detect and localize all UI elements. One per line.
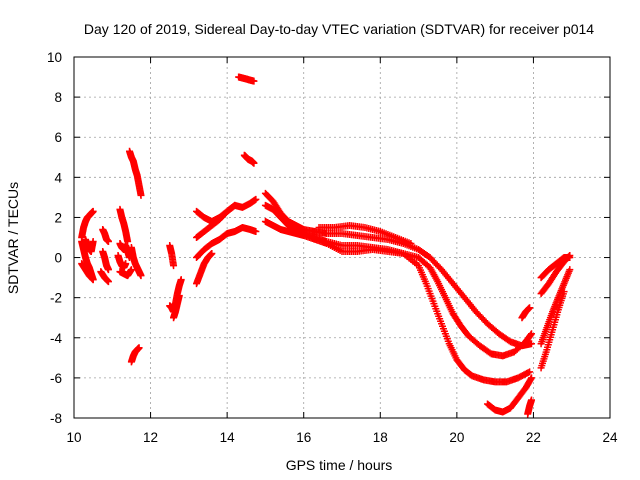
point-marker — [137, 191, 145, 199]
series-arc-e3 — [170, 292, 183, 322]
x-tick-label: 24 — [602, 430, 618, 445]
point-marker — [208, 250, 216, 258]
series-arc-b2 — [99, 248, 112, 274]
series-arc-g2 — [240, 151, 258, 167]
x-tick-label: 22 — [526, 430, 541, 445]
x-tick-labels: 10 12 14 16 18 20 22 24 — [66, 430, 618, 445]
y-tick-label: -8 — [50, 411, 62, 426]
x-tick-label: 18 — [373, 430, 388, 445]
series-arc-j2 — [537, 254, 574, 282]
point-marker — [230, 202, 238, 210]
series-arc-i1 — [483, 374, 536, 416]
point-marker — [177, 276, 185, 284]
series-arc-g1 — [235, 73, 258, 85]
point-marker — [104, 278, 112, 286]
x-tick-label: 20 — [449, 430, 464, 445]
series-arc-d2 — [127, 244, 145, 280]
point-marker — [250, 159, 258, 167]
point-marker — [104, 266, 112, 274]
point-marker — [528, 374, 536, 382]
point-marker — [104, 238, 112, 246]
point-marker — [89, 207, 97, 215]
point-marker — [250, 77, 258, 85]
series-arc-a4 — [81, 236, 97, 256]
point-marker — [560, 288, 568, 296]
x-tick-label: 12 — [143, 430, 158, 445]
point-marker — [566, 254, 574, 262]
series-arc-c4 — [114, 252, 130, 272]
series-arc-h1 — [261, 189, 536, 350]
point-marker — [89, 238, 97, 246]
point-marker — [252, 195, 260, 203]
point-marker — [137, 272, 145, 280]
point-marker — [526, 304, 534, 312]
point-marker — [528, 340, 536, 348]
chart-title: Day 120 of 2019, Sidereal Day-to-day VTE… — [84, 21, 594, 37]
x-axis-label: GPS time / hours — [286, 457, 393, 473]
y-tick-label: 0 — [54, 251, 62, 266]
series-arc-i3 — [518, 304, 534, 322]
y-tick-label: -2 — [50, 291, 62, 306]
y-tick-labels: -8 -6 -4 -2 0 2 4 6 8 10 — [47, 50, 63, 426]
point-marker — [526, 368, 534, 376]
series-arc-d1 — [126, 147, 145, 199]
y-tick-label: 4 — [54, 170, 62, 185]
y-tick-label: 6 — [54, 130, 62, 145]
point-marker — [252, 227, 260, 235]
point-marker — [122, 260, 130, 268]
point-marker — [89, 276, 97, 284]
series-arc-f3 — [193, 223, 260, 262]
x-tick-label: 10 — [66, 430, 81, 445]
point-marker — [135, 344, 143, 352]
point-marker — [528, 330, 536, 338]
series-arc-j4 — [537, 288, 568, 372]
axis-ticks — [73, 56, 611, 419]
x-tick-label: 14 — [220, 430, 236, 445]
series-arc-b1 — [99, 225, 112, 246]
y-tick-label: -6 — [50, 371, 62, 386]
series-arc-h4 — [315, 221, 415, 248]
series-arc-i2 — [524, 396, 536, 418]
point-marker — [231, 201, 239, 209]
y-tick-label: 2 — [54, 210, 62, 225]
y-tick-label: -4 — [50, 331, 62, 346]
y-tick-label: 8 — [54, 90, 62, 105]
series-arc-c2 — [116, 240, 134, 262]
series-arc-c1 — [116, 205, 132, 246]
y-tick-label: 10 — [47, 50, 62, 65]
point-marker — [170, 262, 178, 270]
point-marker — [528, 396, 536, 404]
point-marker — [175, 292, 183, 300]
plot-frame — [73, 56, 611, 419]
series-arc-f2 — [193, 201, 239, 241]
y-axis-label: SDTVAR / TECUs — [5, 182, 21, 294]
series-arc-a3 — [78, 260, 97, 284]
grid — [74, 57, 610, 418]
point-marker — [524, 369, 532, 377]
point-marker — [566, 266, 574, 274]
series-arc-a1 — [78, 207, 97, 241]
series-arc-f4 — [193, 250, 216, 288]
data-points — [78, 73, 574, 418]
x-tick-label: 16 — [296, 430, 311, 445]
series-arc-h3 — [261, 217, 534, 386]
series-arc-d3 — [127, 344, 143, 366]
series-arc-b3 — [97, 268, 112, 286]
point-marker — [127, 266, 135, 274]
series-arc-e1 — [166, 242, 178, 270]
point-marker — [407, 240, 415, 248]
point-marker — [124, 238, 132, 246]
